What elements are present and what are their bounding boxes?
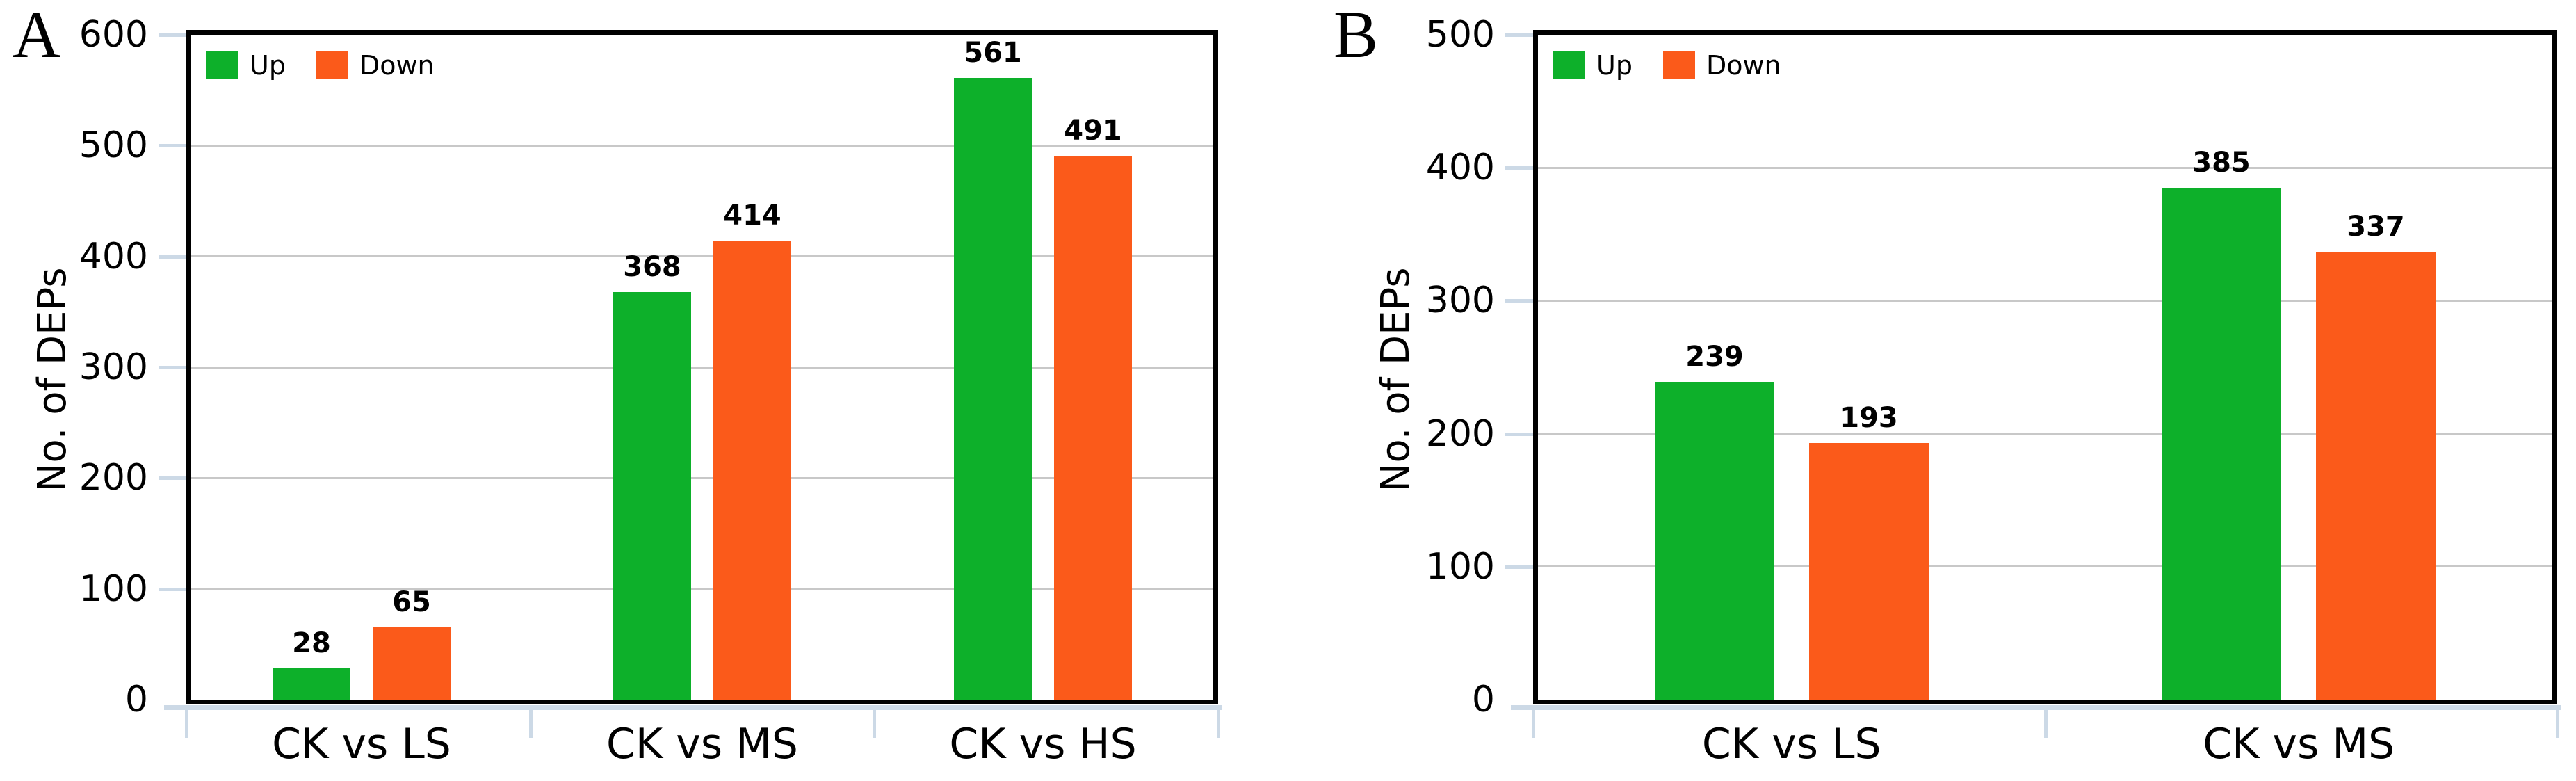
bar-value-label: 385 — [2192, 147, 2251, 179]
bar-up-CK vs LS — [273, 668, 350, 700]
gridline-100 — [191, 588, 1213, 590]
x-tick-mark — [1217, 709, 1220, 738]
legend-item-up: Up — [1553, 51, 1633, 79]
y-tick-label: 400 — [1425, 147, 1495, 189]
category-label: CK vs MS — [2203, 720, 2395, 768]
gridline-400 — [1538, 166, 2552, 169]
gridline-500 — [191, 144, 1213, 147]
bar-down-CK vs LS — [1809, 443, 1929, 700]
y-tick-mark — [159, 587, 186, 591]
bar-value-label: 337 — [2347, 211, 2405, 243]
gridline-200 — [191, 476, 1213, 479]
x-tick-mark — [1532, 709, 1535, 738]
legend-label-down: Down — [359, 50, 435, 81]
y-tick-mark — [159, 33, 186, 37]
gridline-300 — [1538, 299, 2552, 302]
up-series-swatch-icon — [1553, 51, 1585, 79]
legend-item-up: Up — [206, 51, 286, 79]
legend-label-up: Up — [250, 50, 286, 81]
y-tick-label: 400 — [79, 235, 148, 277]
x-tick-mark — [185, 709, 188, 738]
bar-up-CK vs LS — [1655, 382, 1774, 700]
y-tick-mark — [1505, 166, 1533, 170]
category-label: CK vs MS — [606, 720, 799, 768]
y-tick-mark — [159, 144, 186, 148]
bar-down-CK vs LS — [373, 627, 451, 700]
y-tick-mark — [1505, 33, 1533, 37]
legend-item-down: Down — [316, 51, 435, 79]
y-tick-mark — [1505, 565, 1533, 569]
y-tick-label: 500 — [79, 124, 148, 167]
y-tick-label: 300 — [79, 346, 148, 388]
x-tick-mark — [528, 709, 533, 738]
legend-label-down: Down — [1706, 50, 1781, 81]
x-axis-baseline — [1511, 705, 2561, 710]
bar-up-CK vs MS — [613, 292, 691, 700]
bar-down-CK vs MS — [713, 241, 791, 700]
panel-a-legend: Up Down — [206, 51, 435, 79]
x-tick-mark — [2556, 709, 2559, 738]
down-series-swatch-icon — [1662, 51, 1695, 79]
category-label: CK vs HS — [949, 720, 1137, 768]
y-tick-label: 200 — [79, 457, 148, 499]
legend-label-up: Up — [1596, 50, 1633, 81]
y-tick-mark — [1505, 432, 1533, 436]
bar-value-label: 193 — [1840, 402, 1898, 434]
panel-a-plot-area: Up Down 28 65 368 414 561 491 — [186, 30, 1218, 704]
gridline-300 — [191, 366, 1213, 369]
down-series-swatch-icon — [316, 51, 348, 79]
y-tick-mark — [159, 255, 186, 259]
y-tick-mark — [1505, 299, 1533, 303]
up-series-swatch-icon — [206, 51, 238, 79]
y-tick-label: 500 — [1425, 14, 1495, 56]
bar-down-CK vs HS — [1054, 156, 1132, 700]
panel-b-legend: Up Down — [1553, 51, 1781, 79]
bar-value-label: 368 — [623, 251, 681, 283]
bar-up-CK vs HS — [954, 78, 1032, 700]
x-tick-mark — [873, 709, 877, 738]
gridline-200 — [1538, 433, 2552, 435]
gridline-400 — [191, 255, 1213, 258]
bar-value-label: 561 — [964, 37, 1022, 69]
y-tick-mark — [159, 476, 186, 481]
y-tick-label: 200 — [1425, 412, 1495, 455]
y-tick-label: 600 — [79, 14, 148, 56]
bar-value-label: 28 — [292, 627, 331, 659]
bar-value-label: 239 — [1685, 341, 1744, 373]
y-tick-label: 0 — [124, 679, 148, 720]
bar-up-CK vs MS — [2162, 188, 2281, 700]
legend-item-down: Down — [1662, 50, 1781, 81]
category-label: CK vs LS — [1701, 720, 1881, 768]
bar-value-label: 491 — [1064, 115, 1122, 147]
panel-b-plot-area: Up Down 239 193 385 337 — [1533, 30, 2557, 704]
bar-value-label: 65 — [392, 586, 431, 618]
y-tick-label: 100 — [79, 567, 148, 610]
bar-down-CK vs MS — [2316, 252, 2436, 700]
x-axis-baseline — [164, 705, 1222, 710]
category-label: CK vs LS — [272, 720, 451, 768]
gridline-100 — [1538, 565, 2552, 568]
y-tick-label: 0 — [1471, 679, 1495, 720]
bar-value-label: 414 — [723, 200, 781, 232]
y-tick-mark — [159, 366, 186, 369]
panel-b-letter: B — [1334, 0, 1379, 72]
panel-a-letter: A — [13, 0, 61, 72]
y-tick-label: 100 — [1425, 545, 1495, 588]
y-tick-label: 300 — [1425, 280, 1495, 322]
x-tick-mark — [2043, 709, 2048, 738]
